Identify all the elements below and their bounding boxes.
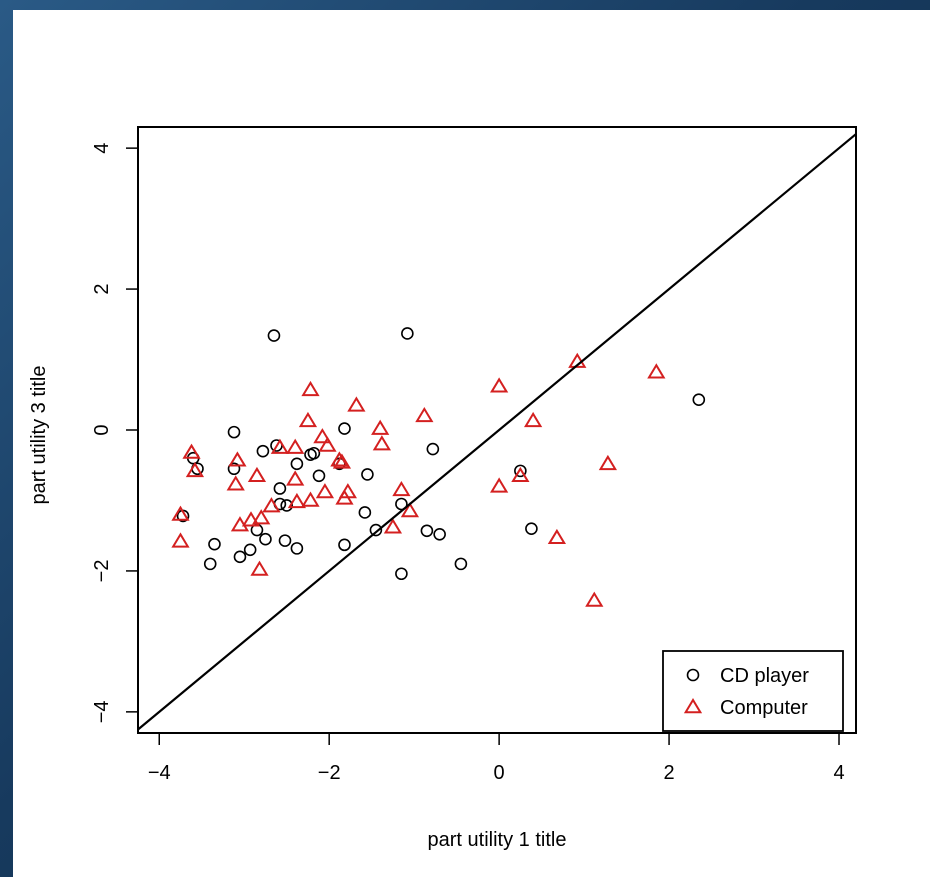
cd-player-point	[273, 482, 287, 495]
computer-point	[270, 438, 290, 454]
computer-point	[490, 477, 509, 493]
computer-point	[185, 461, 205, 478]
computer-point	[372, 435, 391, 451]
identity-reference-line	[137, 133, 857, 731]
cd-player-point	[278, 534, 292, 547]
computer-point	[647, 363, 666, 379]
cd-player-point	[420, 524, 434, 538]
computer-point	[298, 411, 318, 428]
x-tick-label: −2	[318, 762, 341, 784]
cd-player-point	[433, 527, 446, 541]
computer-point	[301, 491, 320, 507]
cd-player-point	[525, 522, 538, 535]
cd-player-point	[338, 422, 351, 435]
computer-point	[171, 505, 190, 521]
computer-point	[400, 502, 420, 518]
cd-player-point	[401, 327, 414, 340]
slide-frame: −4 −2 0 2 4 −4 −2 0 2 4 part utility 1 title par…	[13, 10, 930, 877]
computer-point	[252, 509, 271, 525]
cd-player-point	[290, 542, 304, 555]
computer-point	[171, 532, 190, 548]
computer-point	[315, 483, 335, 499]
computer-point	[313, 428, 332, 444]
cd-player-point	[256, 444, 270, 458]
computer-point	[286, 438, 305, 454]
computer-point	[332, 453, 352, 469]
computer-point	[301, 380, 320, 397]
computer-point	[287, 492, 307, 509]
computer-point	[371, 419, 390, 435]
computer-point	[262, 497, 281, 513]
series-computer	[171, 352, 666, 607]
computer-point	[250, 560, 269, 576]
cd-player-point	[227, 462, 241, 476]
cd-player-point	[307, 446, 321, 460]
cd-player-point	[369, 523, 383, 537]
y-tick-label: −2	[91, 560, 113, 583]
computer-point	[490, 377, 509, 393]
cd-player-point	[426, 442, 440, 456]
computer-point	[598, 454, 618, 471]
cd-player-point	[259, 532, 272, 546]
legend-label: CD player	[720, 665, 809, 687]
computer-point	[392, 480, 411, 497]
cd-player-point	[267, 329, 281, 342]
cd-player-point	[338, 538, 351, 552]
legend-box	[662, 650, 844, 732]
computer-point	[511, 466, 530, 483]
data-layer	[171, 327, 706, 607]
scatter-plot: −4 −2 0 2 4 −4 −2 0 2 4 part utility 1 title par…	[28, 126, 857, 851]
x-axis: −4 −2 0 2 4	[148, 732, 845, 784]
cd-player-point	[208, 537, 221, 551]
x-tick-label: 4	[833, 762, 844, 784]
computer-point	[347, 396, 366, 412]
plot-area-border	[137, 126, 857, 734]
y-axis: −4 −2 0 2 4	[91, 143, 139, 723]
computer-point	[182, 443, 201, 459]
y-tick-label: 0	[91, 424, 113, 435]
series-cd-player	[176, 327, 706, 581]
legend-items: CD player Computer	[683, 665, 809, 719]
computer-point	[338, 483, 357, 499]
x-tick-label: 2	[664, 762, 675, 784]
cd-player-point	[203, 557, 217, 571]
y-tick-label: 2	[91, 284, 113, 295]
computer-point	[228, 451, 247, 467]
legend-triangle-icon	[683, 698, 703, 714]
x-tick-label: 0	[494, 762, 505, 784]
cd-player-point	[514, 464, 527, 478]
cd-player-point	[358, 506, 372, 519]
legend-circle-icon	[686, 668, 700, 682]
x-tick-label: −4	[148, 762, 171, 784]
computer-point	[523, 411, 543, 428]
computer-point	[330, 451, 349, 467]
cd-player-point	[290, 457, 304, 471]
cd-player-point	[395, 497, 408, 511]
cd-player-point	[280, 499, 293, 512]
computer-point	[585, 591, 604, 607]
computer-point	[241, 511, 261, 527]
cd-player-point	[312, 469, 326, 483]
computer-point	[318, 436, 337, 452]
cd-player-point	[395, 567, 408, 581]
y-axis-label: part utility 3 title	[28, 366, 50, 505]
cd-player-point	[233, 550, 247, 564]
cd-player-point	[454, 557, 468, 571]
cd-player-point	[243, 543, 257, 557]
computer-point	[383, 518, 403, 534]
computer-point	[247, 466, 267, 483]
legend-label: Computer	[720, 697, 808, 719]
computer-point	[226, 475, 245, 491]
cd-player-point	[361, 468, 374, 481]
cd-player-point	[692, 393, 706, 407]
computer-point	[547, 528, 567, 545]
y-tick-label: −4	[91, 700, 113, 723]
computer-point	[415, 406, 434, 423]
cd-player-point	[227, 425, 241, 439]
computer-point	[286, 470, 305, 486]
legend: CD player Computer	[662, 650, 844, 732]
y-tick-label: 4	[91, 143, 113, 154]
x-axis-label: part utility 1 title	[428, 829, 567, 851]
